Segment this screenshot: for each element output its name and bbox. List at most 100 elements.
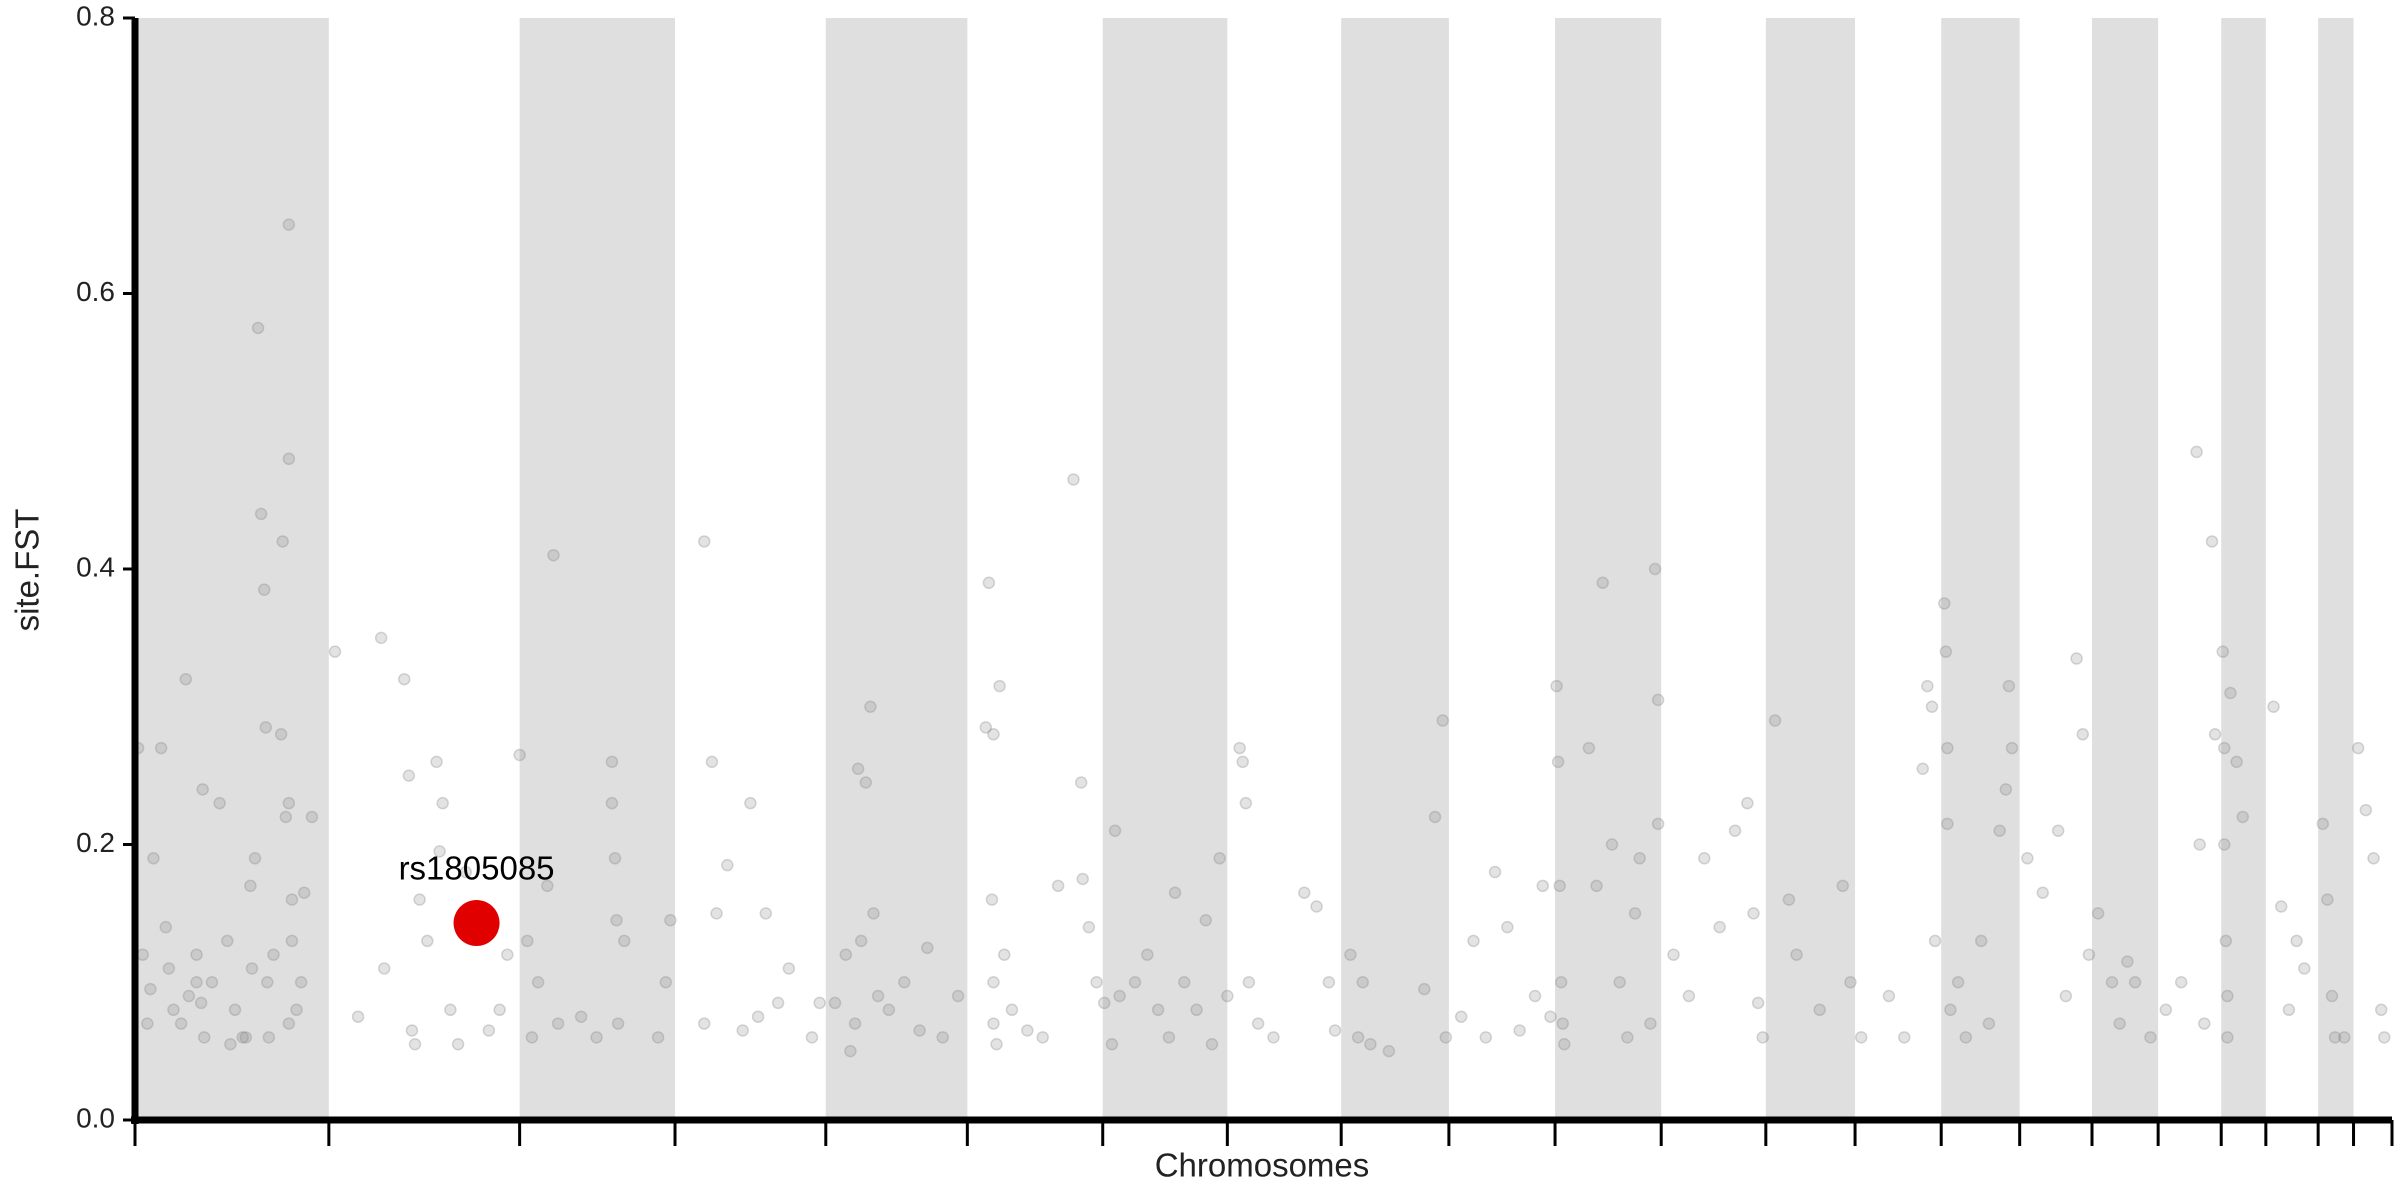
point bbox=[698, 1017, 711, 1030]
point bbox=[1513, 1024, 1526, 1037]
point bbox=[2036, 886, 2050, 899]
point bbox=[2221, 989, 2234, 1003]
point bbox=[2282, 1003, 2296, 1017]
point bbox=[1959, 1031, 1973, 1044]
point bbox=[2002, 679, 2016, 693]
point bbox=[2144, 1031, 2157, 1044]
point bbox=[521, 934, 534, 948]
point bbox=[1151, 1003, 1165, 1017]
point bbox=[1213, 852, 1226, 865]
point bbox=[159, 920, 173, 934]
point bbox=[2159, 1003, 2173, 1017]
point bbox=[1556, 1017, 1569, 1030]
point bbox=[1236, 755, 1249, 769]
point bbox=[2328, 1031, 2342, 1044]
point bbox=[2070, 652, 2083, 665]
point bbox=[574, 1010, 588, 1023]
point bbox=[744, 796, 757, 810]
point bbox=[541, 879, 554, 893]
point bbox=[2321, 893, 2334, 906]
point bbox=[305, 810, 319, 824]
point bbox=[1553, 879, 1566, 893]
point bbox=[285, 934, 299, 948]
point bbox=[224, 1037, 237, 1051]
chromosome-band bbox=[2318, 18, 2354, 1120]
point bbox=[987, 728, 1000, 741]
point bbox=[1939, 645, 1953, 658]
y-axis-label: site.FST bbox=[9, 509, 46, 632]
point bbox=[262, 1031, 276, 1044]
point bbox=[1667, 948, 1680, 961]
point bbox=[1854, 1031, 1868, 1044]
chromosome-band bbox=[135, 18, 329, 1120]
point bbox=[759, 907, 773, 920]
point bbox=[1141, 948, 1154, 961]
point bbox=[2128, 976, 2142, 989]
point bbox=[1344, 948, 1357, 961]
chromosome-band bbox=[1941, 18, 2020, 1120]
point bbox=[1928, 934, 1942, 948]
point bbox=[982, 576, 996, 590]
point bbox=[1651, 817, 1665, 831]
point bbox=[2316, 817, 2330, 831]
y-tick-label: 0.6 bbox=[76, 276, 115, 307]
point bbox=[1938, 597, 1951, 610]
point bbox=[1021, 1024, 1034, 1037]
point bbox=[282, 796, 296, 810]
point bbox=[501, 948, 514, 961]
point bbox=[257, 583, 271, 596]
point bbox=[1356, 976, 1369, 989]
point bbox=[2216, 645, 2230, 658]
point bbox=[839, 948, 853, 961]
x-axis-label: Chromosomes bbox=[1155, 1147, 1370, 1184]
point bbox=[1633, 852, 1646, 865]
point bbox=[413, 893, 426, 906]
chromosome-band bbox=[2091, 18, 2159, 1120]
point bbox=[1328, 1024, 1342, 1037]
point bbox=[1178, 976, 1191, 989]
point bbox=[1941, 741, 1954, 755]
point bbox=[290, 1003, 303, 1017]
point bbox=[245, 962, 259, 975]
point bbox=[430, 755, 443, 769]
point bbox=[1199, 914, 1213, 927]
point bbox=[190, 948, 203, 961]
point bbox=[1648, 562, 1662, 576]
point bbox=[2121, 955, 2134, 968]
point bbox=[1205, 1037, 1219, 1051]
point bbox=[1925, 700, 1939, 713]
point bbox=[1168, 886, 1182, 899]
point bbox=[1790, 948, 1803, 961]
point bbox=[2219, 934, 2233, 948]
point bbox=[1741, 796, 1754, 810]
point bbox=[1076, 872, 1089, 886]
point bbox=[1501, 920, 1514, 934]
point bbox=[1768, 714, 1782, 727]
point bbox=[1782, 893, 1796, 906]
point bbox=[162, 962, 176, 975]
point bbox=[2076, 728, 2090, 741]
point bbox=[871, 989, 885, 1003]
point bbox=[2351, 741, 2365, 755]
point bbox=[276, 535, 289, 548]
point bbox=[1844, 976, 1857, 989]
point bbox=[2051, 824, 2065, 837]
point bbox=[405, 1024, 419, 1037]
point bbox=[2374, 1003, 2388, 1017]
point bbox=[1644, 1017, 1657, 1030]
point bbox=[2113, 1017, 2126, 1030]
point bbox=[771, 996, 785, 1010]
point bbox=[1554, 976, 1568, 989]
point bbox=[179, 672, 193, 686]
point bbox=[664, 914, 677, 927]
point bbox=[274, 728, 288, 741]
chromosome-band bbox=[825, 18, 968, 1120]
point bbox=[551, 1017, 565, 1030]
point bbox=[651, 1031, 665, 1044]
point bbox=[244, 879, 257, 893]
point bbox=[194, 996, 208, 1010]
point bbox=[736, 1024, 749, 1037]
point bbox=[213, 796, 226, 810]
point bbox=[408, 1037, 422, 1051]
